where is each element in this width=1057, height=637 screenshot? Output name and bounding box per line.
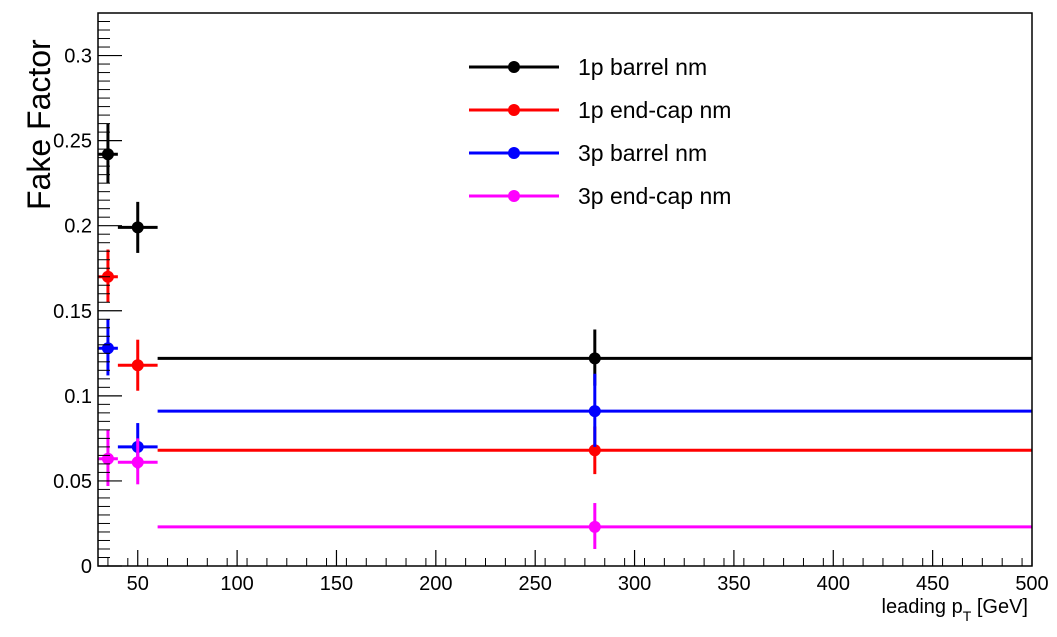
x-axis-label-subscript: T [963,608,972,624]
x-axis-label-unit: [GeV] [971,596,1028,618]
legend-marker [508,104,520,116]
series-1 [98,123,1032,386]
legend-marker [508,147,520,159]
plot-frame [97,12,1033,567]
y-axis: 0 0.05 0.1 0.15 0.2 0.25 0.3 [53,21,122,578]
legend-item: 3p barrel nm [469,140,707,166]
x-tick-label: 450 [916,573,949,595]
data-point [101,342,114,355]
legend-label: 1p barrel nm [578,54,707,80]
legend-item: 1p barrel nm [469,54,707,80]
legend-marker [508,61,520,73]
x-tick-label: 100 [220,573,253,595]
series-4 [98,429,1032,549]
legend-label: 1p end-cap nm [578,97,731,123]
data-point [131,456,144,469]
y-tick-label: 0.2 [64,216,92,238]
data-point [588,405,601,418]
data-point [588,352,601,365]
data-point [131,359,144,372]
data-point [101,452,114,465]
x-axis: 50 100 150 200 250 300 350 400 450 500 [107,550,1049,595]
y-tick-label: 0 [81,556,92,578]
y-tick-label: 0.25 [53,131,92,153]
y-tick-label: 0.3 [64,46,92,68]
x-tick-label: 50 [127,573,149,595]
legend-marker [508,190,520,202]
series-3 [98,319,1032,470]
x-tick-label: 350 [717,573,750,595]
y-tick-label: 0.05 [53,471,92,493]
data-point [588,520,601,533]
x-tick-label: 250 [519,573,552,595]
y-tick-label: 0.15 [53,301,92,323]
data-point [131,221,144,234]
data-point [588,444,601,457]
y-tick-label: 0.1 [64,386,92,408]
x-tick-label: 500 [1015,573,1048,595]
x-tick-label: 300 [618,573,651,595]
legend-item: 3p end-cap nm [469,183,731,209]
y-axis-label: Fake Factor [21,39,57,210]
legend-item: 1p end-cap nm [469,97,731,123]
legend-label: 3p end-cap nm [578,183,731,209]
legend-label: 3p barrel nm [578,140,707,166]
x-axis-label: leading pT [GeV] [882,596,1028,624]
series-2 [98,249,1032,475]
x-tick-label: 150 [320,573,353,595]
plot-marks [98,123,1032,549]
x-tick-label: 400 [817,573,850,595]
data-point [101,148,114,161]
legend: 1p barrel nm 1p end-cap nm 3p barrel nm 3p … [469,54,731,209]
x-tick-label: 200 [419,573,452,595]
x-axis-label-main: leading p [882,596,963,618]
